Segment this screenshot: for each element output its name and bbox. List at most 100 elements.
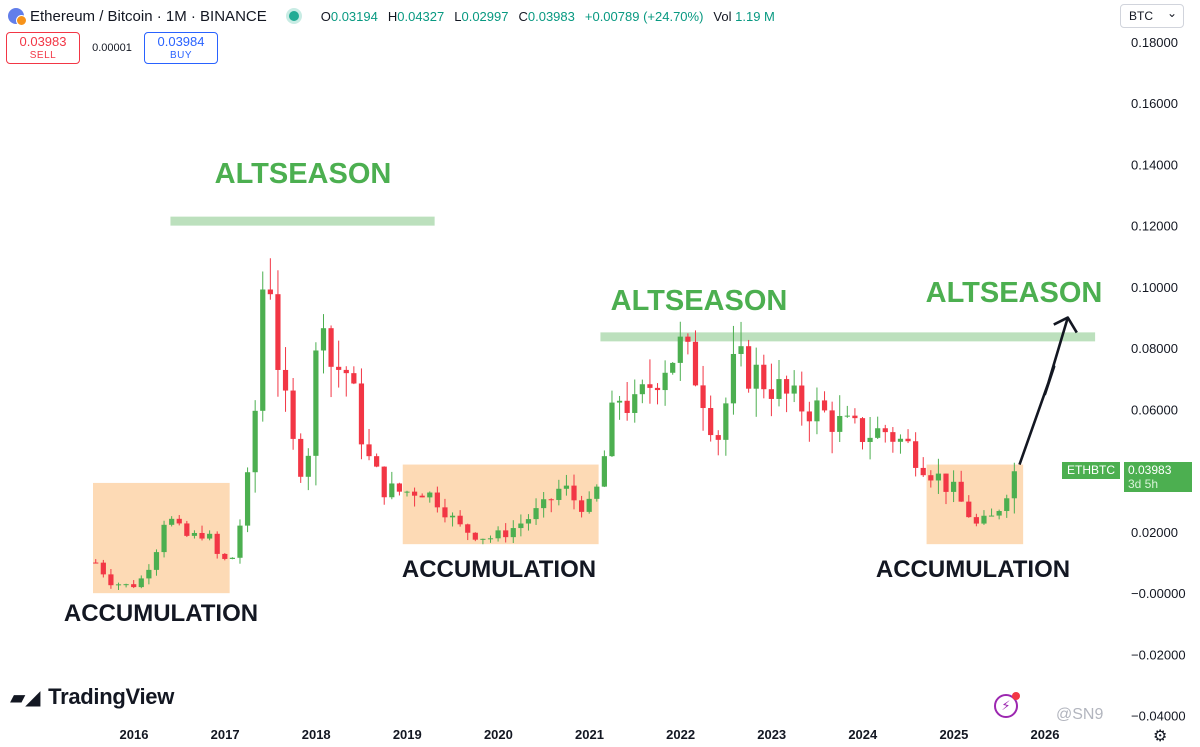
y-tick-label: 0.10000 [1131,280,1178,295]
candle-down [298,438,304,477]
last-price-tag: ETHBTC 0.03983 3d 5h [1062,462,1192,492]
candle-up [814,400,820,422]
currency-select[interactable]: BTC [1120,2,1184,28]
candle-up [123,584,129,586]
x-tick-label: 2025 [939,727,968,742]
candle-down [442,507,448,518]
candle-up [935,473,942,481]
candle-up [404,491,410,493]
altseason-label-2: ALTSEASON [611,285,788,317]
candle-up [252,410,258,473]
altseason-label-1: ALTSEASON [215,158,392,190]
accumulation-label-6: ACCUMULATION [876,556,1070,583]
candle-up [791,385,797,394]
x-tick-label: 2018 [302,727,331,742]
candle-up [169,518,175,525]
candle-down [93,562,99,564]
candle-down [958,481,964,502]
candle-up [480,538,486,540]
candle-up [518,523,524,529]
candle-up [586,498,592,512]
projection-arrow [1018,316,1078,465]
lightning-icon[interactable]: ⚡ [994,692,1020,718]
candle-up [237,525,243,558]
candle-up [950,481,957,492]
candle-down [882,428,888,433]
candle-up [609,402,615,457]
candle-down [290,390,296,439]
candle-down [214,533,220,554]
candle-down [548,499,554,501]
annotation-labels: ALTSEASON ALTSEASON ALTSEASON ACCUMULATION A… [63,158,1102,628]
y-tick-label: −0.02000 [1131,647,1186,662]
candle-down [806,411,812,422]
accumulation-zone-1 [93,482,230,594]
candle-up [556,488,562,500]
candle-down [222,553,228,559]
candle-down [966,501,972,518]
candle-up [677,336,683,363]
candle-up [601,456,607,487]
candle-down [700,385,706,409]
x-tick-label: 2021 [575,727,604,742]
candle-down [184,523,190,536]
candle-down [131,584,137,588]
tradingview-logo[interactable]: ▰◢ TradingView [10,684,174,710]
price-tag-countdown: 3d 5h [1128,477,1159,491]
candle-down [419,495,425,498]
candle-down [692,341,699,386]
y-tick-label: 0.12000 [1131,219,1178,234]
candle-up [632,394,638,413]
market-status-icon [288,11,299,21]
candle-down [434,492,440,508]
x-tick-label: 2017 [211,727,240,742]
candle-up [1004,498,1010,512]
x-tick-label: 2020 [484,727,513,742]
y-tick-label: −0.00000 [1131,586,1186,601]
y-tick-label: 0.08000 [1131,341,1178,356]
candle-up [875,428,881,438]
candle-up [639,384,645,395]
candle-down [351,373,357,384]
candle-down [267,289,273,295]
candle-up [244,472,251,526]
candle-down [746,346,752,389]
symbol-title[interactable]: Ethereum / Bitcoin · 1M · BINANCE [30,7,267,25]
y-tick-label: 0.16000 [1131,96,1178,111]
candle-up [897,438,904,442]
candle-down [715,435,721,440]
candle-up [533,508,539,520]
chart-header: Ethereum / Bitcoin · 1M · BINANCE O0.031… [8,5,775,27]
candle-down [852,415,858,419]
candle-down [783,379,790,394]
x-tick-label: 2022 [666,727,695,742]
buy-button[interactable]: 0.03984 BUY [144,32,218,64]
candle-up [495,530,501,539]
y-tick-label: −0.04000 [1131,709,1186,724]
x-tick-label: 2016 [120,727,149,742]
x-tick-label: 2024 [848,727,878,742]
candle-up [138,578,144,588]
candle-up [662,372,668,391]
candle-up [730,353,737,404]
x-tick-label: 2019 [393,727,422,742]
y-tick-label: 0.02000 [1131,525,1178,540]
candle-up [753,364,759,389]
sell-button[interactable]: 0.03983 SELL [6,32,80,64]
candle-up [313,350,319,456]
candle-up [510,528,516,538]
candle-up [844,415,850,417]
candle-down [647,384,653,388]
candle-down [465,524,471,533]
y-axis: 0.18000 0.16000 0.14000 0.12000 0.10000 0.080… [1131,35,1186,724]
candle-up [229,557,235,559]
altseason-level-2 [600,332,1096,342]
candle-down [761,364,767,390]
candle-down [973,517,979,524]
candle-down [275,294,281,370]
candle-up [389,483,395,498]
gear-icon[interactable]: ⚙ [1153,728,1168,745]
candle-down [199,532,205,539]
low-value: 0.02997 [461,8,509,24]
